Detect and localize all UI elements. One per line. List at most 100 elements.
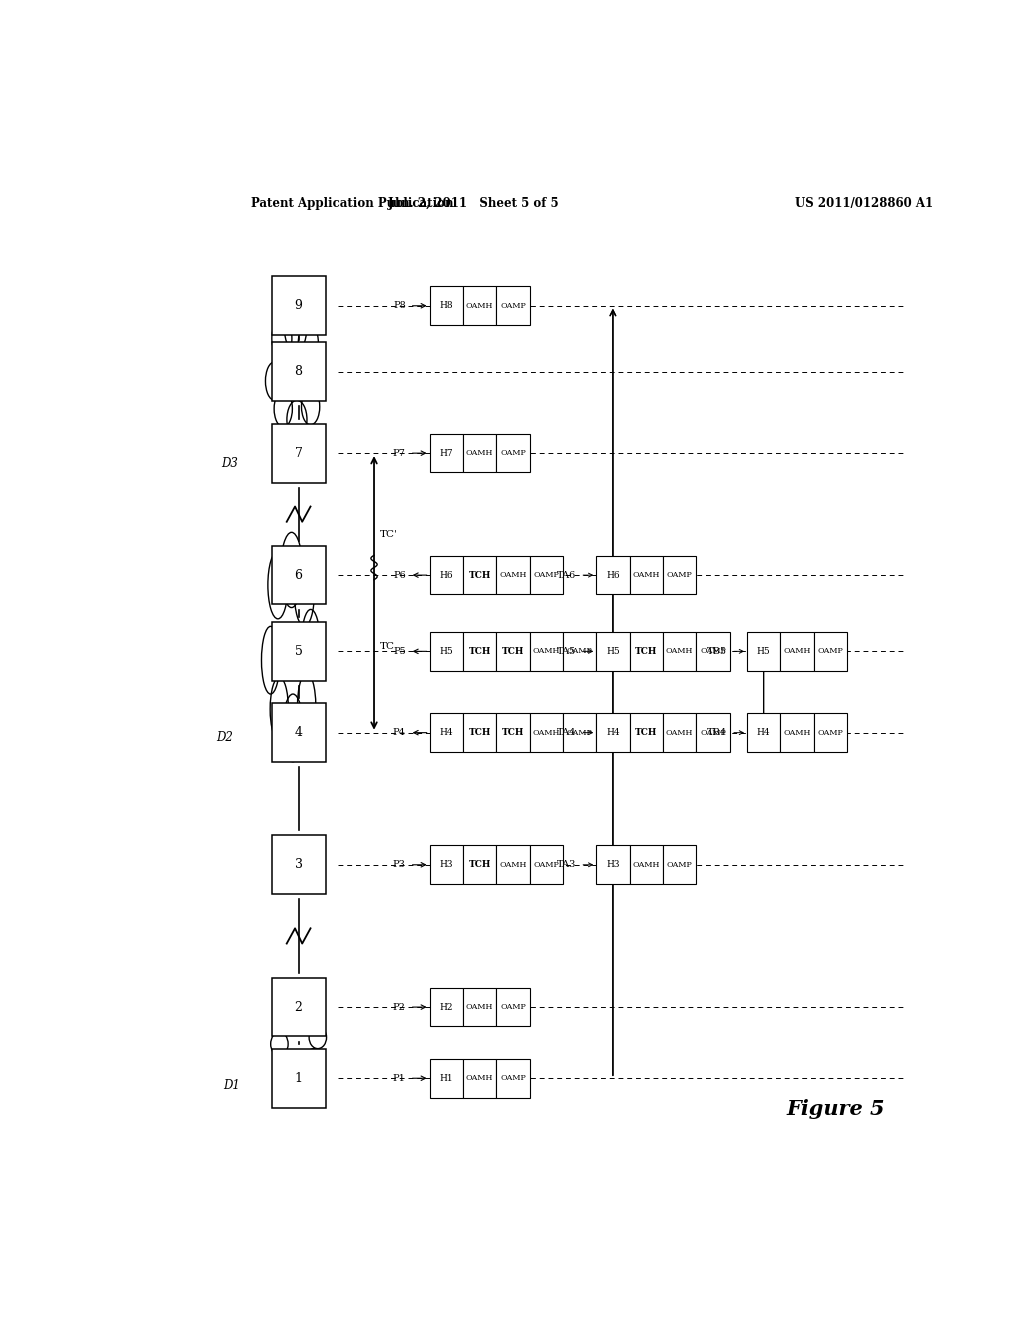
Text: TCH: TCH [635, 647, 657, 656]
FancyBboxPatch shape [563, 632, 596, 671]
FancyBboxPatch shape [463, 632, 497, 671]
FancyBboxPatch shape [630, 632, 663, 671]
Text: OAMH: OAMH [466, 302, 494, 310]
Text: TA6: TA6 [557, 570, 577, 579]
Text: OAMH: OAMH [466, 449, 494, 457]
FancyBboxPatch shape [271, 1049, 326, 1107]
Text: OAMH: OAMH [466, 1074, 494, 1082]
FancyBboxPatch shape [596, 846, 630, 884]
Text: OAMH: OAMH [466, 1003, 494, 1011]
FancyBboxPatch shape [497, 1059, 529, 1097]
Text: TCH: TCH [468, 729, 490, 737]
FancyBboxPatch shape [463, 846, 497, 884]
Text: TA4: TA4 [557, 729, 577, 737]
Ellipse shape [298, 323, 318, 362]
Text: D3: D3 [221, 457, 238, 470]
FancyBboxPatch shape [596, 713, 630, 752]
Ellipse shape [271, 319, 292, 358]
Text: P1: P1 [393, 1073, 406, 1082]
Text: OAMP: OAMP [500, 449, 525, 457]
Text: OAMP: OAMP [534, 861, 559, 869]
Ellipse shape [281, 532, 302, 607]
FancyBboxPatch shape [271, 545, 326, 605]
Text: 2: 2 [295, 1001, 302, 1014]
FancyBboxPatch shape [430, 987, 463, 1027]
Ellipse shape [283, 694, 303, 762]
Text: 9: 9 [295, 300, 302, 313]
Text: TB5: TB5 [708, 647, 727, 656]
FancyBboxPatch shape [430, 1059, 463, 1097]
Text: OAMP: OAMP [700, 729, 726, 737]
Ellipse shape [256, 304, 334, 454]
Text: H6: H6 [606, 570, 620, 579]
FancyBboxPatch shape [271, 276, 326, 335]
FancyBboxPatch shape [430, 556, 463, 594]
FancyBboxPatch shape [630, 846, 663, 884]
FancyBboxPatch shape [696, 713, 729, 752]
Ellipse shape [261, 997, 336, 1089]
Text: TC: TC [380, 642, 395, 651]
FancyBboxPatch shape [430, 846, 463, 884]
Ellipse shape [301, 388, 319, 425]
Text: OAMH: OAMH [500, 572, 526, 579]
Text: OAMP: OAMP [566, 647, 593, 655]
Text: H1: H1 [439, 1073, 453, 1082]
FancyBboxPatch shape [663, 632, 696, 671]
Text: H6: H6 [439, 570, 453, 579]
Text: OAMP: OAMP [817, 647, 843, 655]
Ellipse shape [289, 999, 310, 1026]
Text: H3: H3 [439, 861, 453, 870]
Ellipse shape [276, 1006, 296, 1030]
FancyBboxPatch shape [814, 632, 847, 671]
FancyBboxPatch shape [663, 713, 696, 752]
Ellipse shape [294, 558, 314, 627]
Text: OAMP: OAMP [500, 1074, 525, 1082]
Text: OAMP: OAMP [500, 1003, 525, 1011]
Text: 1: 1 [295, 1072, 303, 1085]
Text: H4: H4 [757, 729, 770, 737]
Text: 4: 4 [295, 726, 303, 739]
Text: OAMP: OAMP [667, 572, 692, 579]
Text: P3: P3 [393, 861, 406, 870]
Text: TCH: TCH [502, 729, 524, 737]
Text: OAMP: OAMP [534, 572, 559, 579]
FancyBboxPatch shape [430, 713, 463, 752]
Text: H7: H7 [439, 449, 453, 458]
Ellipse shape [302, 1008, 322, 1032]
FancyBboxPatch shape [430, 434, 463, 473]
Text: D2: D2 [216, 731, 233, 744]
FancyBboxPatch shape [780, 713, 814, 752]
FancyBboxPatch shape [271, 704, 326, 762]
Text: 6: 6 [295, 569, 303, 582]
FancyBboxPatch shape [271, 622, 326, 681]
Ellipse shape [279, 1049, 296, 1072]
Ellipse shape [274, 391, 293, 426]
Text: OAMP: OAMP [667, 861, 692, 869]
Text: 5: 5 [295, 645, 302, 657]
FancyBboxPatch shape [663, 556, 696, 594]
Text: H5: H5 [606, 647, 620, 656]
Text: Jun. 2, 2011   Sheet 5 of 5: Jun. 2, 2011 Sheet 5 of 5 [387, 197, 559, 210]
FancyBboxPatch shape [271, 978, 326, 1036]
Ellipse shape [302, 610, 319, 673]
Text: H4: H4 [606, 729, 620, 737]
FancyBboxPatch shape [463, 713, 497, 752]
Text: P4: P4 [393, 729, 406, 737]
FancyBboxPatch shape [596, 556, 630, 594]
FancyBboxPatch shape [780, 632, 814, 671]
Text: OAMH: OAMH [532, 729, 560, 737]
FancyBboxPatch shape [271, 836, 326, 894]
Ellipse shape [305, 1048, 323, 1071]
FancyBboxPatch shape [497, 556, 529, 594]
Ellipse shape [291, 1056, 310, 1080]
Text: P8: P8 [393, 301, 406, 310]
Text: P6: P6 [393, 570, 406, 579]
FancyBboxPatch shape [463, 434, 497, 473]
Text: H2: H2 [439, 1003, 453, 1011]
Text: D1: D1 [223, 1078, 240, 1092]
Ellipse shape [265, 362, 284, 400]
Text: H4: H4 [439, 729, 453, 737]
FancyBboxPatch shape [748, 632, 780, 671]
Text: TCH: TCH [468, 861, 490, 870]
FancyBboxPatch shape [463, 987, 497, 1027]
